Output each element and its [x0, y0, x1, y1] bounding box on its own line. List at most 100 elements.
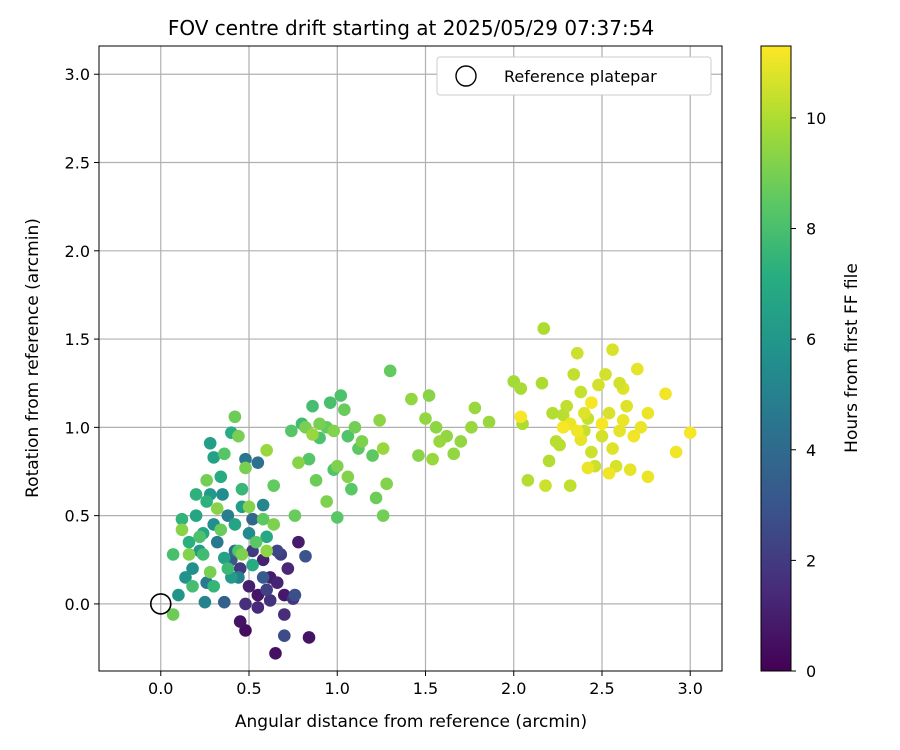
scatter-point: [200, 474, 213, 487]
scatter-point: [539, 479, 552, 492]
scatter-point: [251, 456, 265, 469]
scatter-point: [641, 406, 655, 420]
scatter-point: [570, 346, 584, 360]
scatter-point: [376, 442, 390, 455]
scatter-point: [182, 548, 196, 561]
scatter-point: [216, 488, 229, 501]
scatter-point: [320, 495, 333, 508]
scatter-point: [521, 474, 535, 487]
scatter-point: [405, 392, 418, 406]
y-tick-label: 1.0: [65, 418, 90, 437]
x-axis-ticks: 0.0 0.5 1.0 1.5 2.0 2.5 3.0: [148, 671, 703, 698]
scatter-point: [233, 615, 247, 628]
scatter-point: [228, 410, 242, 424]
scatter-point: [426, 452, 439, 466]
colorbar-tick-label: 8: [806, 220, 816, 239]
plot-frame: [98, 45, 723, 672]
colorbar-tick-label: 0: [806, 662, 816, 681]
scatter-point: [556, 421, 570, 434]
scatter-point: [196, 548, 210, 561]
scatter-point: [669, 445, 683, 459]
legend-box: [436, 56, 712, 96]
y-tick-label: 3.0: [65, 65, 90, 84]
scatter-point: [447, 447, 461, 461]
scatter-point: [179, 571, 192, 584]
scatter-point: [302, 452, 316, 466]
scatter-point: [330, 511, 344, 524]
scatter-point: [263, 594, 277, 607]
scatter-point: [260, 444, 273, 457]
scatter-point: [613, 376, 626, 390]
scatter-point: [334, 389, 348, 402]
scatter-point: [369, 491, 383, 505]
y-tick-label: 1.5: [65, 330, 90, 349]
scatter-point: [189, 509, 203, 522]
scatter-point: [207, 451, 221, 464]
scatter-point: [260, 544, 273, 558]
scatter-point: [373, 413, 386, 427]
y-tick-label: 2.0: [65, 242, 90, 261]
scatter-point: [535, 376, 549, 390]
scatter-point: [306, 428, 319, 441]
scatter-point: [581, 461, 595, 475]
scatter-point: [269, 647, 282, 660]
scatter-point: [578, 406, 591, 420]
scatter-point: [465, 421, 478, 434]
scatter-point: [613, 424, 626, 438]
scatter-point: [623, 463, 637, 477]
scatter-point: [341, 470, 355, 484]
colorbar-ticks: 0 2 4 6 8 10: [791, 109, 826, 681]
scatter-point: [327, 424, 341, 438]
scatter-point: [251, 601, 265, 614]
scatter-point: [242, 526, 256, 540]
scatter-point: [574, 385, 588, 399]
scatter-point: [207, 579, 221, 593]
scatter-point: [433, 435, 446, 448]
colorbar-tick-label: 2: [806, 551, 816, 570]
scatter-point: [599, 368, 612, 381]
scatter-point: [627, 429, 641, 443]
scatter-point: [218, 595, 231, 609]
x-tick-label: 1.0: [325, 679, 350, 698]
y-axis-ticks: 0.0 0.5 1.0 1.5 2.0 2.5 3.0: [65, 65, 99, 614]
scatter-point: [602, 466, 616, 480]
colorbar-tick-label: 4: [806, 441, 816, 460]
scatter-point: [560, 399, 573, 413]
scatter-point: [249, 535, 263, 549]
scatter-point: [270, 544, 284, 558]
y-tick-label: 0.0: [65, 595, 90, 614]
scatter-point: [186, 579, 199, 593]
x-tick-label: 2.0: [501, 679, 526, 698]
scatter-point: [278, 608, 291, 621]
scatter-point: [270, 576, 284, 590]
scatter-point: [585, 396, 598, 409]
scatter-point: [267, 479, 281, 492]
scatter-point: [242, 500, 256, 514]
scatter-point: [193, 530, 206, 544]
scatter-point: [210, 502, 224, 515]
scatter-point: [330, 459, 344, 473]
x-tick-label: 3.0: [678, 679, 703, 698]
scatter-point: [256, 512, 270, 526]
scatter-point: [288, 509, 302, 522]
scatter-point: [595, 417, 609, 431]
scatter-point: [175, 523, 189, 537]
scatter-point: [299, 549, 312, 563]
scatter-point: [634, 421, 648, 434]
scatter-point: [659, 387, 672, 401]
scatter-point: [218, 447, 231, 461]
scatter-point: [537, 322, 551, 335]
scatter-point: [620, 399, 633, 413]
scatter-point: [338, 403, 351, 417]
scatter-point: [454, 435, 468, 448]
scatter-point: [221, 562, 235, 575]
scatter-point: [260, 583, 273, 597]
scatter-point: [235, 548, 249, 561]
scatter-point: [210, 535, 224, 549]
scatter-point: [606, 442, 619, 455]
scatter-point: [218, 551, 231, 565]
scatter-point: [366, 449, 379, 462]
scatter-point: [355, 435, 369, 448]
scatter-point: [341, 429, 355, 443]
